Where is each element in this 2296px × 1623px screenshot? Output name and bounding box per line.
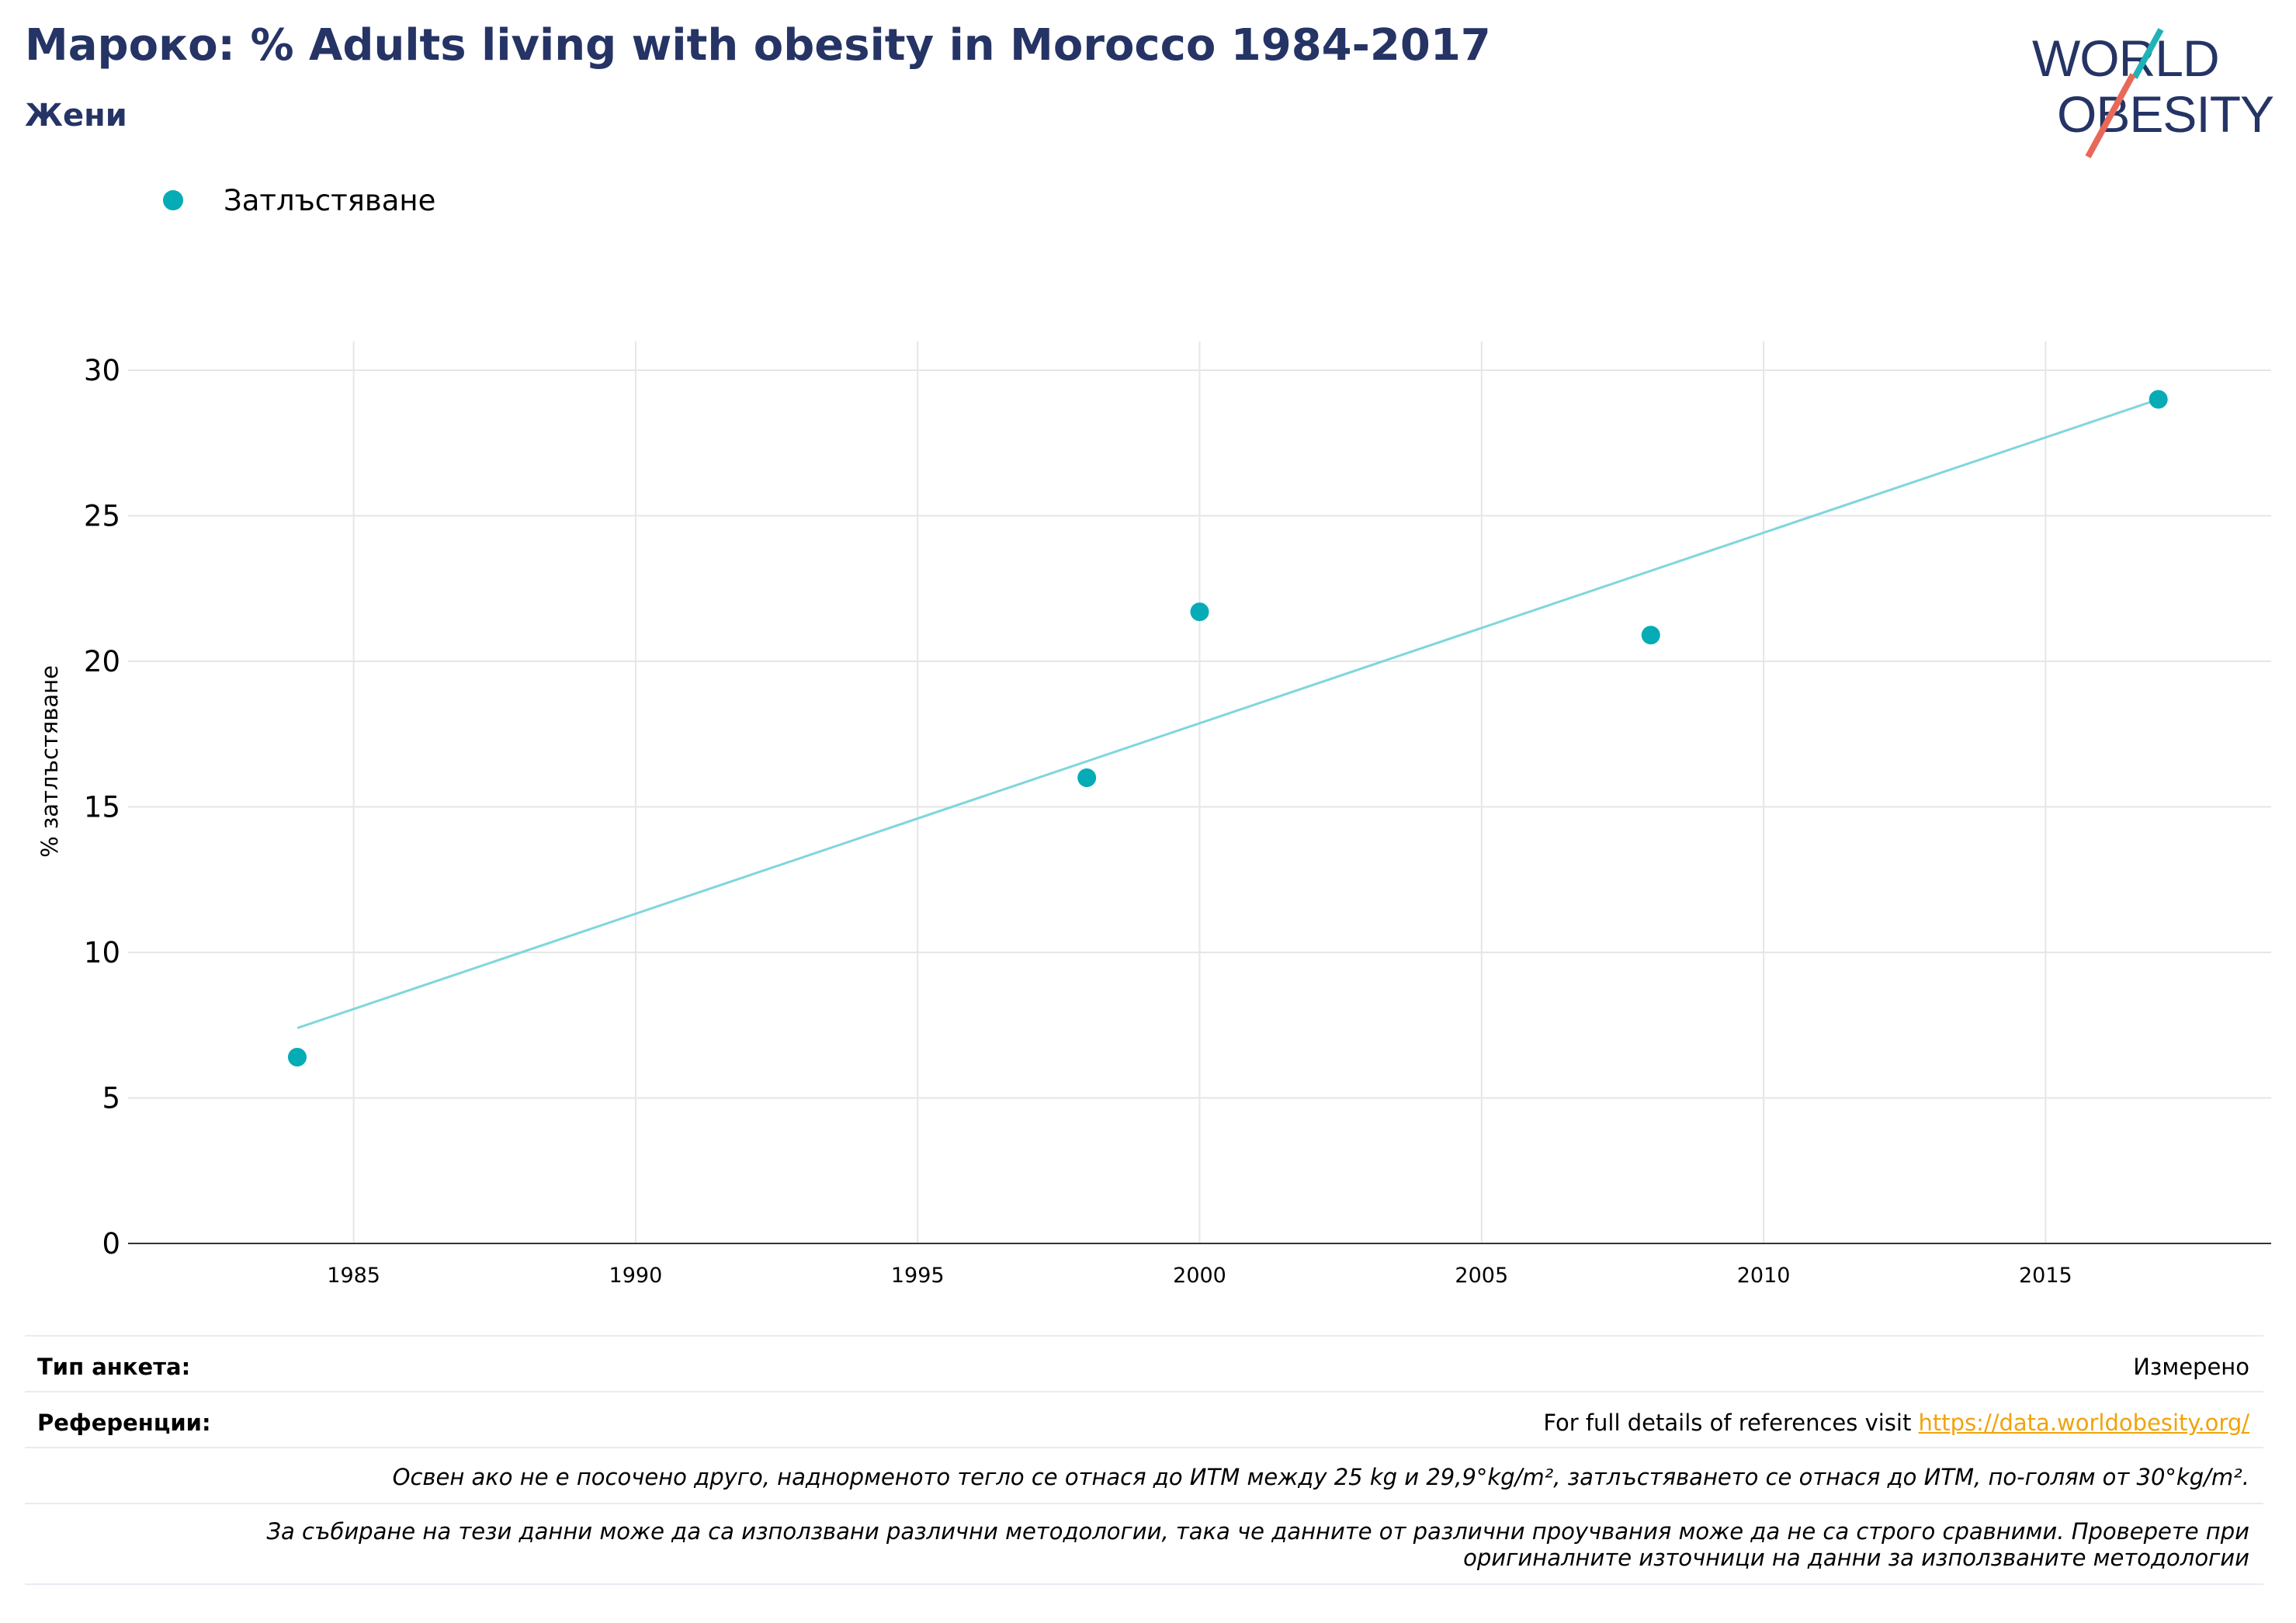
logo-word-obesity: OBESITY <box>2057 85 2273 143</box>
y-tick-label: 15 <box>84 791 120 824</box>
references-link[interactable]: https://data.worldobesity.org/ <box>1918 1410 2249 1436</box>
grid <box>128 342 2271 1243</box>
legend: Затлъстяване <box>163 183 435 217</box>
trendline-layer <box>297 398 2159 1029</box>
chart-subtitle: Жени <box>25 98 127 134</box>
methodology-note-row: За събиране на тези данни може да са изп… <box>25 1503 2263 1585</box>
x-tick-label: 1995 <box>891 1264 945 1288</box>
trendline <box>297 398 2159 1029</box>
y-axis-label: % затлъстяване <box>36 665 63 858</box>
survey-type-value: Измерено <box>2133 1354 2249 1380</box>
logo-word-world: WORLD <box>2032 29 2219 87</box>
scatter-chart: 1985 1990 1995 2000 2005 2010 2015 0 5 10 15 20 25 30… <box>36 342 2271 1288</box>
data-point <box>1641 626 1660 645</box>
logo-slash-coral <box>2085 73 2136 158</box>
references-row: Референции: For full details of referenc… <box>25 1391 2263 1448</box>
y-tick-label: 20 <box>84 645 120 678</box>
x-tick-label: 1985 <box>327 1264 380 1288</box>
y-tick-label: 0 <box>102 1227 120 1261</box>
x-tick-label: 2005 <box>1455 1264 1508 1288</box>
chart-title: Мароко: % Adults living with obesity in … <box>25 20 1491 71</box>
data-points <box>287 390 2168 1066</box>
legend-marker-icon <box>163 190 183 210</box>
x-tick-label: 2015 <box>2019 1264 2072 1288</box>
references-label: Референции: <box>37 1410 211 1436</box>
survey-type-label: Тип анкета: <box>37 1354 191 1380</box>
x-tick-label: 2000 <box>1173 1264 1226 1288</box>
y-tick-label: 30 <box>84 354 120 387</box>
legend-label: Затлъстяване <box>224 183 436 217</box>
data-point <box>1077 768 1097 787</box>
bmi-note: Освен ако не е посочено друго, наднормен… <box>392 1464 2249 1490</box>
tick-labels: 1985 1990 1995 2000 2005 2010 2015 0 5 10 15 20 25 30… <box>36 354 2072 1288</box>
logo-slash-teal <box>2131 28 2164 79</box>
data-point <box>1190 602 1209 622</box>
y-tick-label: 25 <box>84 500 120 533</box>
data-point <box>287 1048 307 1066</box>
world-obesity-logo: WORLD OBESITY <box>2032 28 2274 158</box>
x-tick-label: 1990 <box>609 1264 663 1288</box>
x-tick-label: 2010 <box>1737 1264 1791 1288</box>
data-point <box>2149 390 2168 409</box>
y-tick-label: 5 <box>102 1082 120 1115</box>
references-text: For full details of references visit <box>1543 1410 1919 1436</box>
survey-type-row: Тип анкета: Измерено <box>25 1335 2263 1392</box>
references-value: For full details of references visit htt… <box>1543 1410 2249 1436</box>
y-tick-label: 10 <box>84 936 120 969</box>
methodology-note: За събиране на тези данни може да са изп… <box>266 1518 2249 1571</box>
bmi-note-row: Освен ако не е посочено друго, наднормен… <box>25 1447 2263 1504</box>
